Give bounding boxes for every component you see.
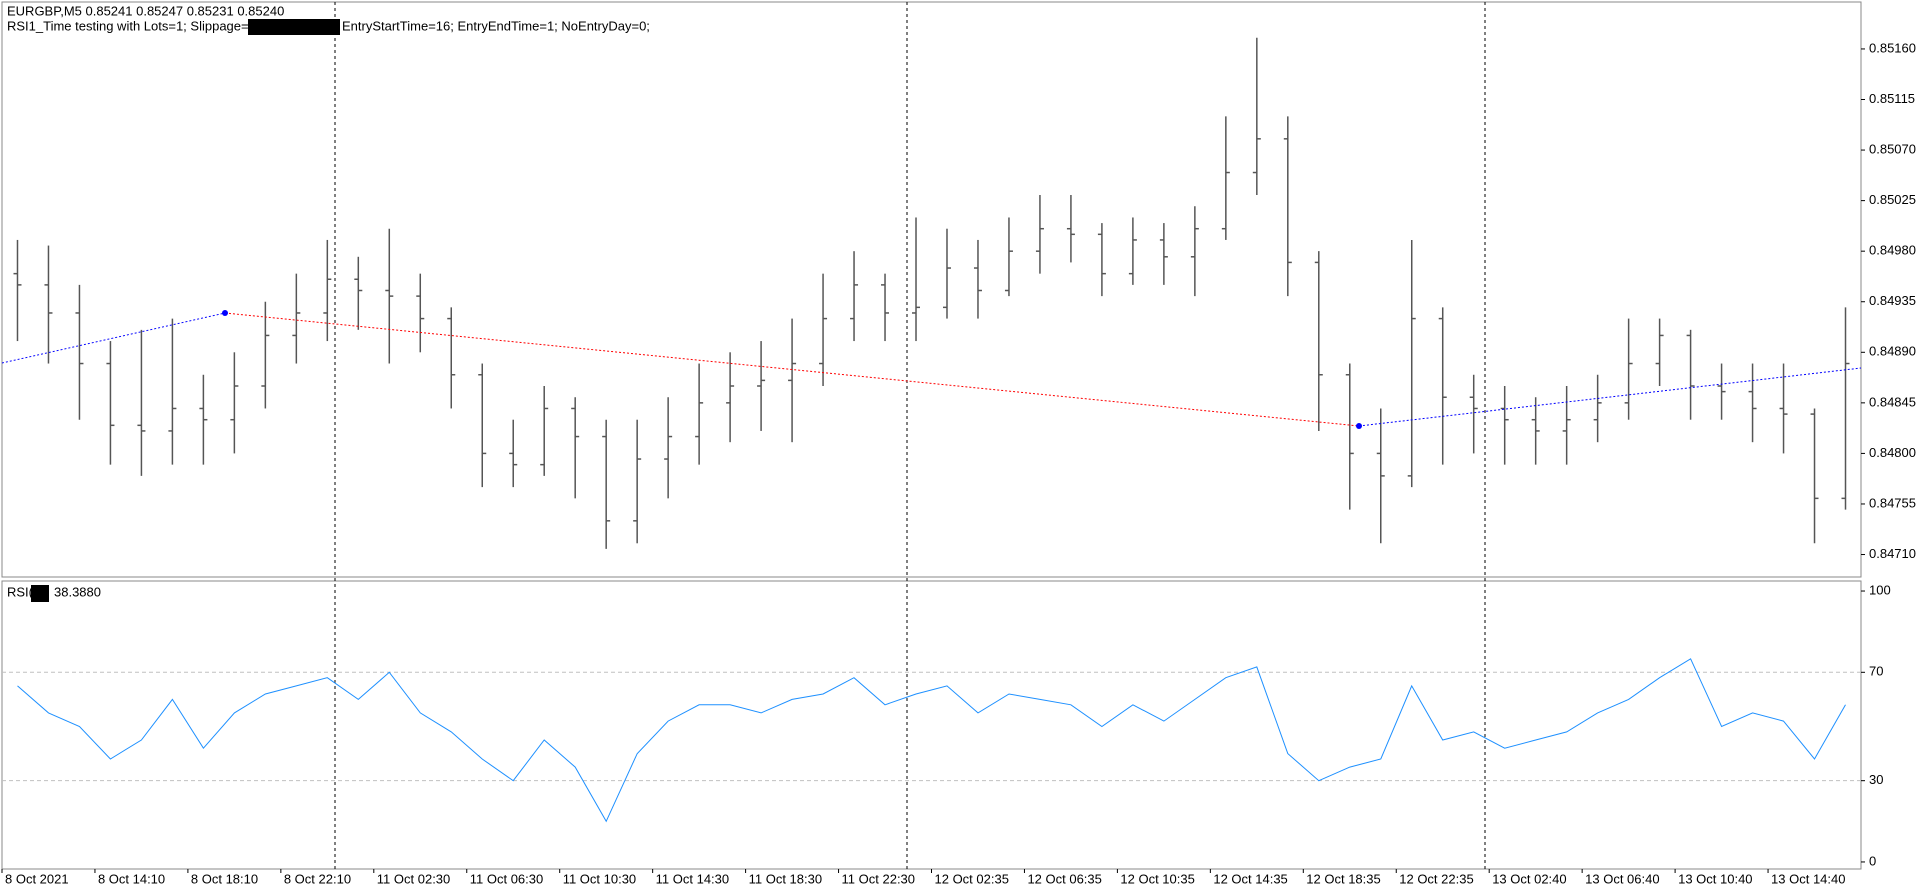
y-tick-label: 0.84890 xyxy=(1869,344,1916,359)
x-tick-label: 12 Oct 22:35 xyxy=(1399,871,1473,886)
x-tick-label: 11 Oct 06:30 xyxy=(470,871,543,886)
y-tick-label: 0.84935 xyxy=(1869,293,1916,308)
y-tick-label: 100 xyxy=(1869,582,1891,597)
rsi-panel xyxy=(1,580,1862,870)
y-tick-label: 0.84980 xyxy=(1869,243,1916,258)
trade-line xyxy=(224,312,1360,427)
x-tick-label: 8 Oct 18:10 xyxy=(191,871,258,886)
y-tick-label: 0.84710 xyxy=(1869,546,1916,561)
rsi-value: 38.3880 xyxy=(54,584,101,599)
x-tick-label: 12 Oct 02:35 xyxy=(935,871,1009,886)
trade-line xyxy=(1358,367,1862,427)
y-tick-label: 0.84845 xyxy=(1869,394,1916,409)
y-tick-label: 0.85025 xyxy=(1869,192,1916,207)
price-panel xyxy=(1,1,1862,578)
x-tick-label: 8 Oct 14:10 xyxy=(98,871,165,886)
y-tick-label: 70 xyxy=(1869,664,1883,679)
trade-marker xyxy=(222,310,228,316)
x-tick-label: 12 Oct 10:35 xyxy=(1120,871,1194,886)
x-tick-label: 11 Oct 02:30 xyxy=(377,871,450,886)
rsi-line xyxy=(17,658,1846,823)
x-tick-label: 12 Oct 14:35 xyxy=(1213,871,1287,886)
trade-line xyxy=(1,312,226,364)
x-tick-label: 8 Oct 2021 xyxy=(5,871,69,886)
x-tick-label: 12 Oct 06:35 xyxy=(1027,871,1101,886)
x-tick-label: 13 Oct 06:40 xyxy=(1585,871,1659,886)
trade-marker xyxy=(1356,423,1362,429)
y-tick-label: 30 xyxy=(1869,772,1883,787)
x-tick-label: 11 Oct 10:30 xyxy=(563,871,636,886)
marks: 0.84710 0.84755 0.84800 0.84845 0.84890 0.849… xyxy=(1,37,1916,886)
expert-params: RSI1_Time testing with Lots=1; Slippage=… xyxy=(7,18,256,33)
x-tick-label: 8 Oct 22:10 xyxy=(284,871,351,886)
y-tick-label: 0.85070 xyxy=(1869,141,1916,156)
symbol-header: EURGBP,M5 0.85241 0.85247 0.85231 0.8524… xyxy=(7,3,284,18)
expert-params: EntryStartTime=16; EntryEndTime=1; NoEnt… xyxy=(342,18,650,33)
x-tick-label: 13 Oct 02:40 xyxy=(1492,871,1566,886)
redaction xyxy=(248,19,340,35)
x-tick-label: 11 Oct 18:30 xyxy=(749,871,822,886)
rsi-title: RSI( xyxy=(7,584,34,599)
x-tick-label: 12 Oct 18:35 xyxy=(1306,871,1380,886)
redaction xyxy=(31,585,49,602)
x-tick-label: 11 Oct 22:30 xyxy=(842,871,915,886)
y-tick-label: 0.85115 xyxy=(1869,91,1915,106)
y-tick-label: 0.85160 xyxy=(1869,40,1916,55)
y-tick-label: 0.84800 xyxy=(1869,445,1916,460)
x-tick-label: 13 Oct 14:40 xyxy=(1771,871,1845,886)
x-tick-label: 13 Oct 10:40 xyxy=(1678,871,1752,886)
y-tick-label: 0.84755 xyxy=(1869,495,1916,510)
y-tick-label: 0 xyxy=(1869,853,1876,868)
x-tick-label: 11 Oct 14:30 xyxy=(656,871,729,886)
